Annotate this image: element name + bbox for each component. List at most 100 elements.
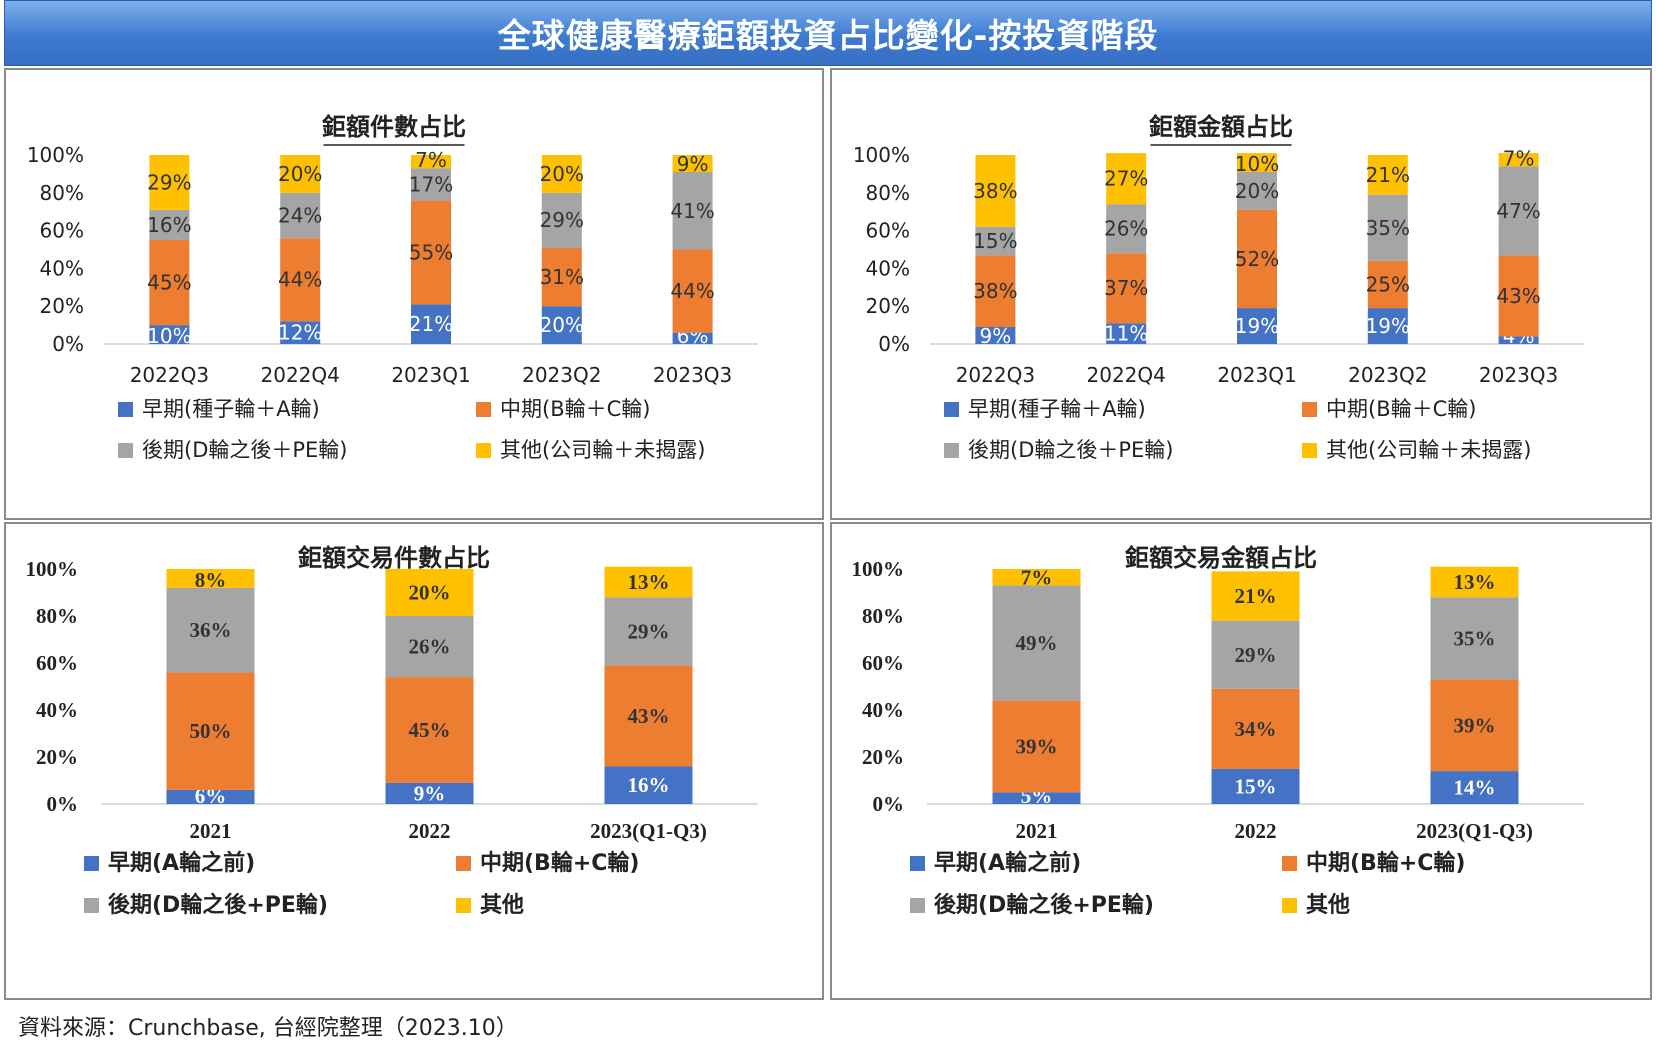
- data-label: 21%: [409, 312, 453, 336]
- x-tick-label: 2023Q2: [1348, 363, 1427, 387]
- legend-swatch-mid: [1282, 856, 1297, 871]
- y-tick-label: 80%: [866, 181, 910, 205]
- data-label: 19%: [1366, 314, 1410, 338]
- bar-segment-mid: [1237, 209, 1277, 309]
- chart-panel-deal-amount-yearly: 鉅額交易金額占比 0% 20% 40% 60% 80% 100% 5% 39% 49% 7% 2021…: [830, 522, 1652, 1000]
- page-title-banner: 全球健康醫療鉅額投資占比變化-按投資階段: [4, 0, 1652, 66]
- x-tick-label: 2022Q3: [130, 363, 209, 387]
- data-label: 38%: [973, 279, 1017, 303]
- chart-svg: 鉅額件數占比 0% 20% 40% 60% 80% 100% 10% 45% 16% 29% 2022…: [27, 113, 758, 462]
- legend-swatch-late: [118, 443, 133, 458]
- data-label: 29%: [540, 208, 584, 232]
- y-tick-label: 60%: [40, 219, 84, 243]
- data-label: 24%: [278, 203, 322, 227]
- chart-svg: 鉅額交易件數占比0%20%40%60%80%100%6%50%36%8%2021…: [26, 544, 758, 918]
- bar-segment-early: [411, 304, 451, 344]
- legend-label-early: 早期(A輪之前): [108, 850, 255, 876]
- chart-panel-deal-count-yearly: 鉅額交易件數占比 0% 20% 40% 60% 80% 100% 6% 50% 36% 8% 2021…: [4, 522, 824, 1000]
- bar-segment-early: [1211, 768, 1300, 804]
- bar-segment-early: [541, 306, 582, 344]
- bar-segment-mid: [149, 240, 190, 326]
- x-tick-label: 2023Q3: [1479, 363, 1558, 387]
- data-label: 20%: [409, 581, 451, 605]
- bar-segment-late: [604, 597, 693, 666]
- legend-label-late: 後期(D輪之後＋PE輪): [142, 438, 348, 462]
- data-label: 20%: [278, 162, 322, 186]
- data-label: 10%: [147, 324, 191, 348]
- bar-segment-late: [1430, 597, 1519, 680]
- legend-swatch-early: [910, 856, 925, 871]
- bar-segment-mid: [975, 255, 1016, 327]
- data-label: 21%: [1366, 163, 1410, 187]
- bar-segment-other: [1211, 571, 1300, 621]
- legend-label-late: 後期(D輪之後＋PE輪): [968, 438, 1174, 462]
- data-label: 49%: [1016, 631, 1058, 655]
- data-label: 9%: [414, 781, 446, 805]
- bar-segment-late: [1211, 620, 1300, 689]
- bar-segment-late: [541, 192, 582, 248]
- legend-swatch-early: [118, 402, 133, 417]
- bar-segment-late: [1106, 204, 1147, 254]
- data-label: 16%: [628, 773, 670, 797]
- bar-segment-other: [1498, 153, 1539, 167]
- y-tick-label: 100%: [26, 557, 79, 581]
- y-tick-label: 40%: [862, 698, 904, 722]
- data-label: 29%: [1235, 643, 1277, 667]
- y-tick-label: 0%: [878, 332, 910, 356]
- y-tick-label: 20%: [862, 745, 904, 769]
- bar-segment-other: [975, 155, 1016, 227]
- bar-segment-early: [672, 332, 713, 344]
- data-label: 29%: [628, 619, 670, 643]
- data-label: 20%: [540, 162, 584, 186]
- y-tick-label: 60%: [36, 651, 78, 675]
- data-label: 7%: [1021, 565, 1053, 589]
- data-label: 15%: [973, 229, 1017, 253]
- y-tick-label: 0%: [52, 332, 84, 356]
- bar-segment-late: [166, 587, 255, 673]
- bar-segment-mid: [541, 247, 582, 307]
- data-label: 17%: [409, 172, 453, 196]
- y-tick-label: 20%: [866, 294, 910, 318]
- y-tick-label: 20%: [36, 745, 78, 769]
- bar-segment-other: [1106, 153, 1147, 205]
- bar-segment-other: [385, 569, 474, 616]
- y-tick-label: 40%: [36, 698, 78, 722]
- data-label: 20%: [540, 313, 584, 337]
- bar-segment-late: [975, 226, 1016, 256]
- bar-segment-other: [1237, 153, 1277, 173]
- bar-segment-early: [385, 782, 474, 804]
- bar-segment-early: [149, 325, 190, 344]
- data-label: 13%: [628, 570, 670, 594]
- data-label: 11%: [1104, 322, 1148, 346]
- data-label: 50%: [190, 719, 232, 743]
- legend-label-other: 其他: [1306, 893, 1350, 918]
- data-label: 27%: [1104, 167, 1148, 191]
- legend-label-other: 其他(公司輪＋未揭露): [500, 438, 705, 462]
- bar-segment-mid: [166, 672, 255, 790]
- data-label: 44%: [278, 268, 322, 292]
- bar-segment-mid: [992, 700, 1081, 793]
- chart-panel-deal-count-quarterly: 鉅額件數占比 0% 20% 40% 60% 80% 100% 10% 45% 16% 29% 2022…: [4, 68, 824, 520]
- bar-segment-other: [1430, 566, 1519, 598]
- x-tick-label: 2022: [409, 819, 451, 843]
- legend-swatch-late: [944, 443, 959, 458]
- data-label: 36%: [190, 618, 232, 642]
- bar-segment-mid: [1106, 253, 1147, 324]
- bar-segment-late: [280, 192, 321, 239]
- chart-title: 鉅額金額占比: [1149, 113, 1293, 141]
- y-tick-label: 0%: [47, 792, 79, 816]
- bar-segment-early: [604, 766, 693, 804]
- legend-swatch-other: [1282, 898, 1297, 913]
- bar-segment-mid: [1498, 255, 1539, 337]
- bar-segment-mid: [1430, 679, 1519, 772]
- x-tick-label: 2022Q4: [261, 363, 340, 387]
- data-label: 29%: [147, 170, 191, 194]
- bar-segment-late: [1498, 166, 1539, 256]
- legend-swatch-mid: [1302, 402, 1317, 417]
- legend-label-other: 其他: [480, 893, 524, 918]
- x-tick-label: 2022: [1235, 819, 1277, 843]
- y-tick-label: 100%: [852, 557, 905, 581]
- data-label: 39%: [1454, 713, 1496, 737]
- data-label: 7%: [415, 148, 447, 172]
- data-label: 19%: [1235, 314, 1279, 338]
